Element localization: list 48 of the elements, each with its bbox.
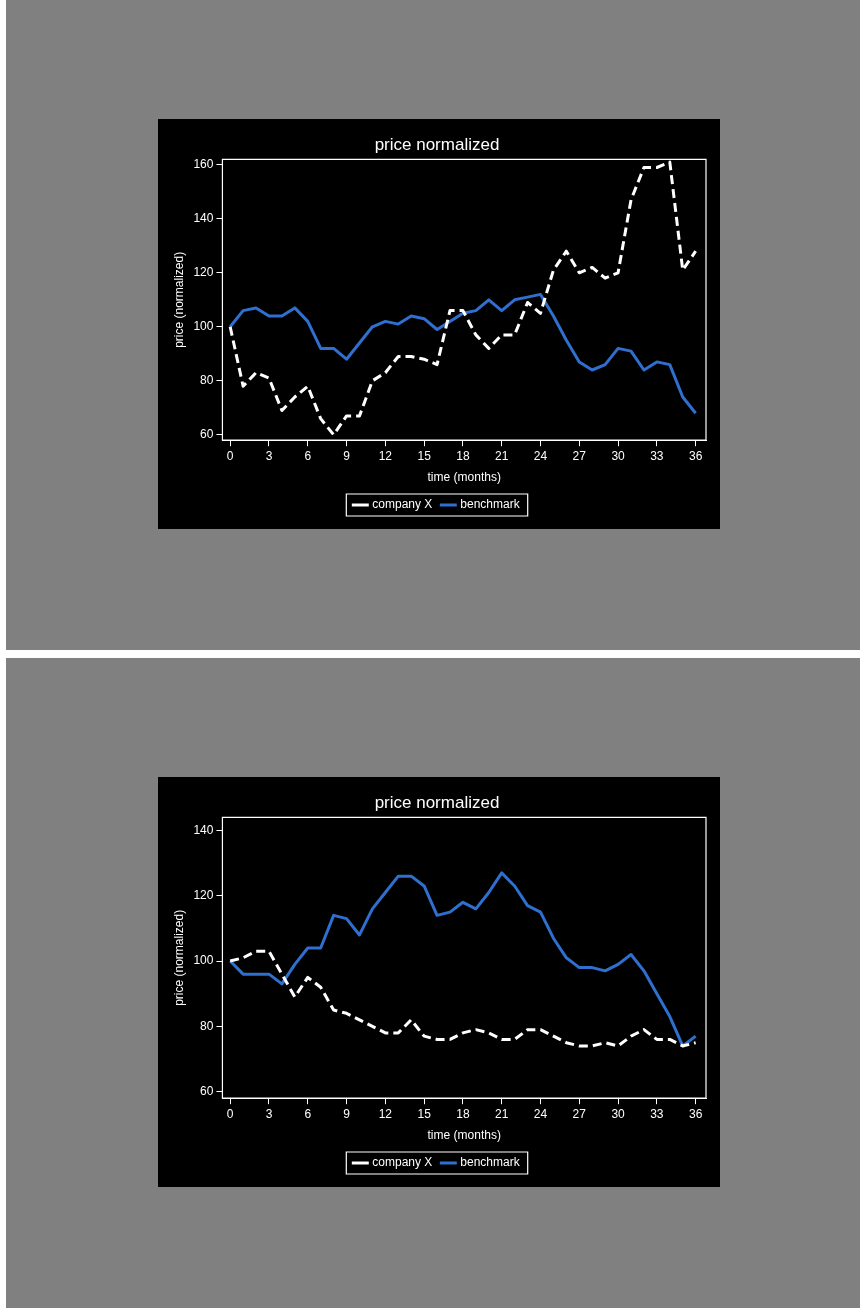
chart-title: price normalized: [374, 134, 500, 154]
x-tick-label: 9: [343, 1106, 351, 1121]
x-tick-label: 33: [650, 448, 664, 463]
y-tick-label: 120: [193, 265, 214, 280]
y-axis-title: price (normalized): [171, 251, 186, 348]
y-tick-label: 80: [200, 373, 214, 388]
x-tick-label: 3: [265, 448, 273, 463]
x-tick-label: 0: [226, 1106, 234, 1121]
y-tick-label: 160: [193, 157, 214, 172]
x-tick-label: 30: [611, 448, 626, 463]
legend-label: company X: [372, 1155, 433, 1170]
x-tick-label: 0: [226, 448, 234, 463]
x-tick-label: 30: [611, 1106, 626, 1121]
legend-label: company X: [372, 497, 433, 512]
x-tick-label: 36: [688, 1106, 703, 1121]
chart-title: price normalized: [374, 792, 500, 812]
y-tick-label: 100: [193, 319, 214, 334]
y-tick-label: 80: [200, 1018, 214, 1033]
x-tick-label: 15: [417, 448, 432, 463]
y-axis-title: price (normalized): [171, 909, 186, 1006]
legend-label: benchmark: [460, 497, 521, 512]
x-tick-label: 3: [265, 1106, 273, 1121]
y-tick-label: 140: [193, 211, 214, 226]
x-axis-title: time (months): [427, 470, 501, 485]
x-tick-label: 9: [343, 448, 351, 463]
x-tick-label: 12: [378, 1106, 393, 1121]
x-tick-label: 21: [495, 1106, 509, 1121]
x-axis-title: time (months): [427, 1128, 501, 1143]
x-tick-label: 6: [304, 448, 312, 463]
y-tick-label: 120: [193, 888, 214, 903]
legend-label: benchmark: [460, 1155, 521, 1170]
x-tick-label: 27: [572, 448, 587, 463]
y-tick-label: 60: [200, 427, 214, 442]
y-tick-label: 100: [193, 953, 214, 968]
x-tick-label: 36: [688, 448, 703, 463]
x-tick-label: 6: [304, 1106, 312, 1121]
y-tick-label: 60: [200, 1083, 214, 1098]
y-tick-label: 140: [193, 822, 214, 837]
x-tick-label: 27: [572, 1106, 587, 1121]
x-tick-label: 18: [456, 448, 470, 463]
x-tick-label: 15: [417, 1106, 432, 1121]
x-tick-label: 18: [456, 1106, 470, 1121]
x-tick-label: 33: [650, 1106, 664, 1121]
x-tick-label: 24: [533, 1106, 548, 1121]
x-tick-label: 12: [378, 448, 393, 463]
line-series: [228, 949, 698, 1048]
x-tick-label: 21: [495, 448, 509, 463]
x-tick-label: 24: [533, 448, 548, 463]
